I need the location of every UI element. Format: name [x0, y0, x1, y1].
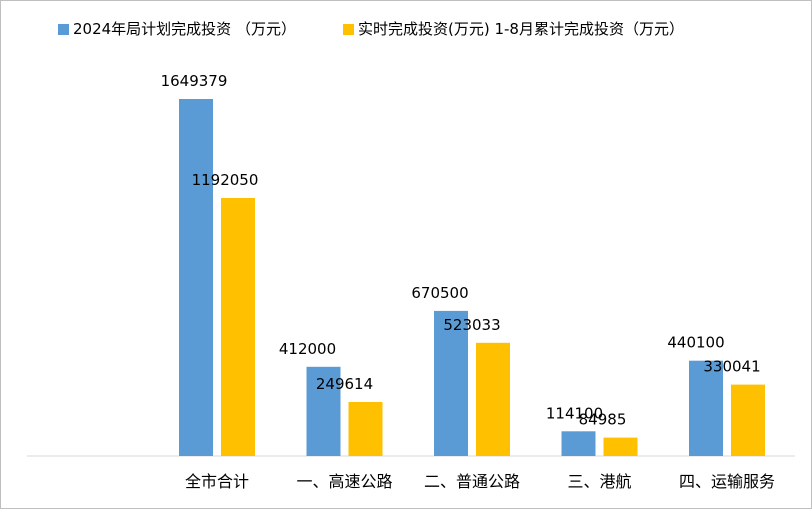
- value-label-series-1-3: 114100: [546, 404, 603, 422]
- category-labels-group: 全市合计 一、高速公路 二、普通公路 三、港航 四、运输服务: [185, 472, 775, 491]
- value-label-series-1-1: 412000: [279, 340, 336, 358]
- value-label-series-1-0: 1649379: [161, 72, 228, 90]
- category-label-2: 二、普通公路: [424, 472, 520, 491]
- value-labels-group: 1649379 1192050 412000 249614 670500 523033 11…: [161, 72, 761, 429]
- legend-swatch-series-2: [343, 24, 354, 35]
- value-label-series-2-4: 330041: [703, 358, 760, 376]
- bar-series-2-4: [731, 384, 765, 456]
- legend-label-series-2: 实时完成投资(万元) 1-8月累计完成投资（万元）: [358, 20, 684, 38]
- bar-series-1-0: [179, 99, 213, 456]
- value-label-series-2-1: 249614: [316, 375, 373, 393]
- legend-swatch-series-1: [58, 24, 69, 35]
- legend: 2024年局计划完成投资 （万元） 实时完成投资(万元) 1-8月累计完成投资（…: [58, 20, 684, 38]
- value-label-series-2-2: 523033: [443, 316, 500, 334]
- value-label-series-1-4: 440100: [667, 334, 724, 352]
- bars-group: [179, 99, 765, 456]
- bar-series-1-1: [306, 366, 341, 456]
- value-label-series-1-2: 670500: [411, 284, 468, 302]
- legend-label-series-1: 2024年局计划完成投资 （万元）: [73, 20, 296, 38]
- category-label-4: 四、运输服务: [679, 472, 775, 491]
- bar-series-2-1: [348, 402, 383, 456]
- bar-series-1-4: [689, 360, 723, 456]
- bar-series-1-2: [434, 310, 468, 456]
- category-label-0: 全市合计: [185, 472, 249, 491]
- value-label-series-2-0: 1192050: [192, 171, 259, 189]
- category-label-1: 一、高速公路: [296, 472, 392, 491]
- bar-series-2-3: [603, 437, 638, 456]
- category-label-3: 三、港航: [567, 472, 631, 491]
- bar-series-2-2: [476, 342, 510, 456]
- bar-series-2-0: [221, 198, 255, 456]
- bar-series-1-3: [561, 431, 596, 456]
- value-label-series-2-3: 84985: [579, 411, 627, 429]
